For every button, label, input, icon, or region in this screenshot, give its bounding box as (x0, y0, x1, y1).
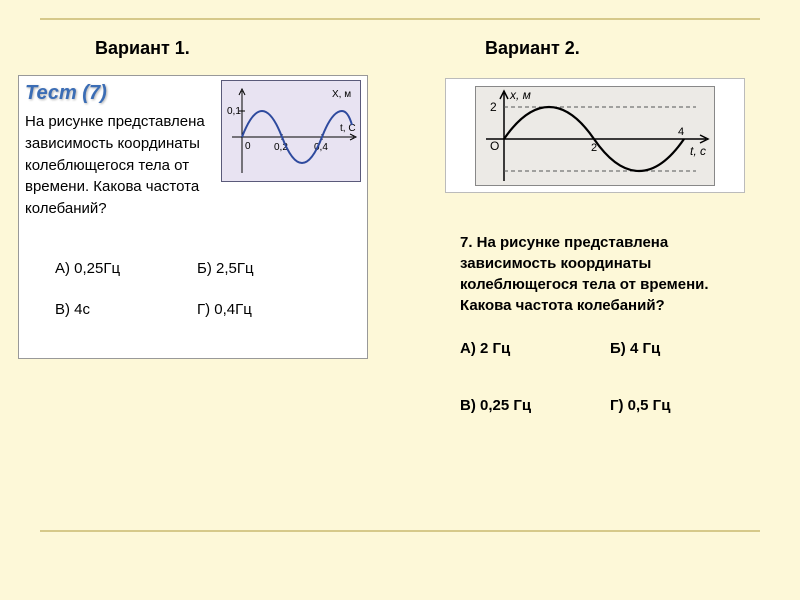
option-b: Б) 4 Гц (610, 340, 760, 357)
v2-xtick2: 4 (678, 126, 684, 138)
v1-origin: 0 (245, 141, 251, 152)
variant1-question: На рисунке представлена зависимость коор… (25, 111, 215, 220)
option-c: В) 4с (55, 289, 197, 330)
option-a: А) 2 Гц (460, 340, 610, 357)
variant1-options: А) 0,25Гц Б) 2,5Гц В) 4с Г) 0,4Гц (19, 220, 367, 358)
variant2-question: 7. На рисунке представлена зависимость к… (460, 232, 760, 316)
v1-xlabel: t, C (340, 123, 356, 134)
v1-ytick: 0,1 (227, 106, 241, 117)
v1-ylabel: Х, м (332, 89, 351, 100)
option-d: Г) 0,5 Гц (610, 397, 760, 414)
option-c: В) 0,25 Гц (460, 397, 610, 414)
option-b: Б) 2,5Гц (197, 248, 339, 289)
divider-top (40, 18, 760, 20)
variant2-graph-wrap: 2 O 2 4 x, м t, c (445, 78, 745, 193)
test-label: Тест (7) (25, 82, 215, 105)
variant1-title: Вариант 1. (95, 38, 190, 59)
variant1-graph: 0,1 0,2 0,4 Х, м t, C 0 (221, 80, 361, 182)
option-d: Г) 0,4Гц (197, 289, 339, 330)
variant2-options: А) 2 Гц Б) 4 Гц В) 0,25 Гц Г) 0,5 Гц (460, 340, 760, 454)
option-a: А) 0,25Гц (55, 248, 197, 289)
variant2-title: Вариант 2. (485, 38, 580, 59)
v2-ytick: 2 (490, 100, 497, 114)
variant2-graph: 2 O 2 4 x, м t, c (475, 86, 715, 186)
v2-xlabel: t, c (690, 144, 706, 158)
v2-ylabel: x, м (509, 88, 531, 102)
v2-origin: O (490, 139, 499, 153)
divider-bottom (40, 530, 760, 532)
variant1-card: Тест (7) На рисунке представлена зависим… (18, 75, 368, 359)
